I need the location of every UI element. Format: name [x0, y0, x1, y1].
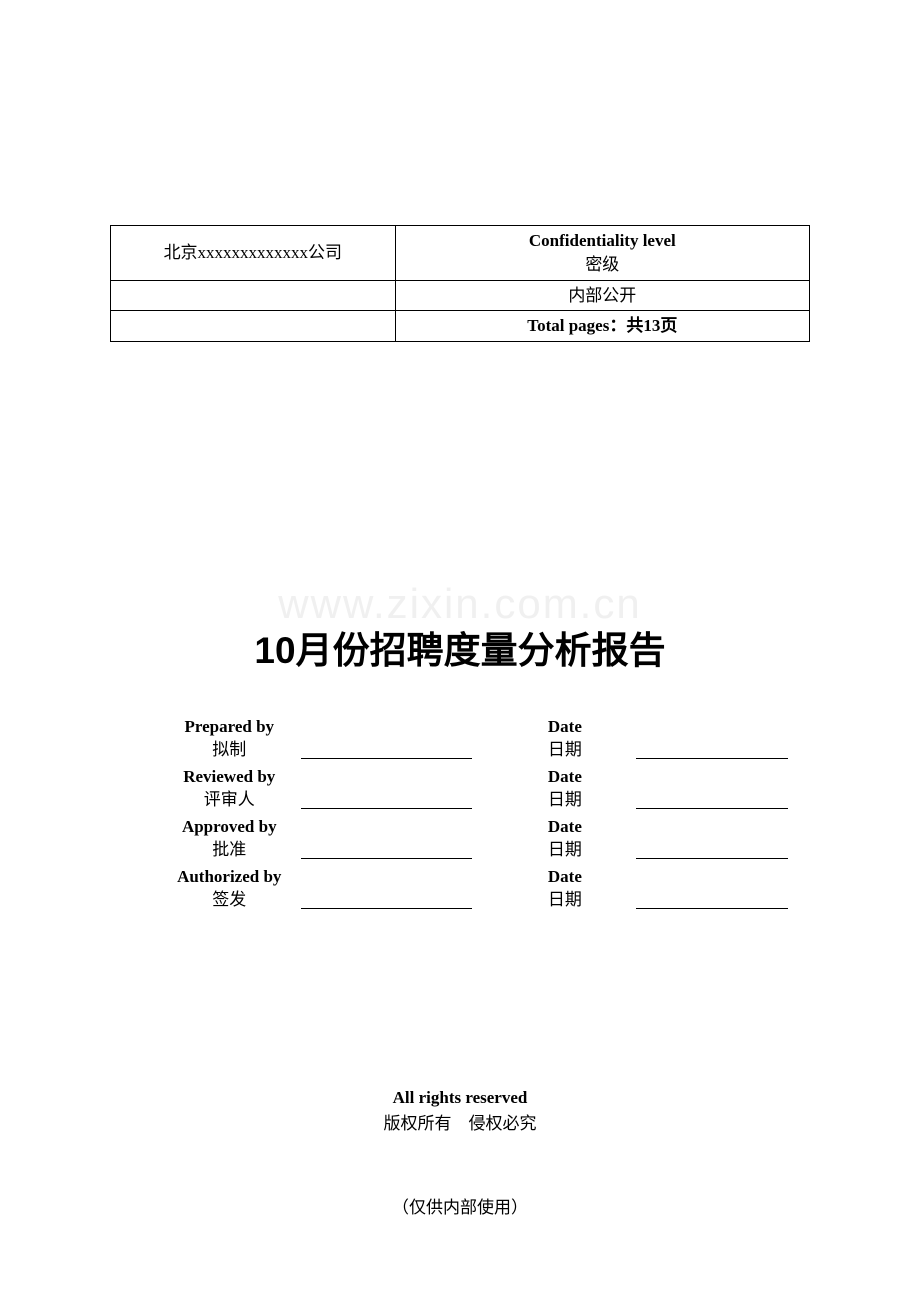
empty-cell-1 — [111, 280, 396, 311]
signoff-row: Reviewed by 评审人 Date 日期 — [158, 762, 788, 812]
date-line — [636, 758, 788, 759]
signature-line — [301, 908, 472, 909]
date-line — [636, 808, 788, 809]
prepared-by-label: Prepared by 拟制 — [158, 716, 301, 762]
signature-line — [301, 758, 472, 759]
document-title: 10月份招聘度量分析报告 — [0, 620, 920, 674]
signature-line — [301, 858, 472, 859]
rights-cn: 版权所有 侵权必究 — [384, 1114, 537, 1133]
authorized-by-label: Authorized by 签发 — [158, 866, 301, 912]
conf-label-cn: 密级 — [585, 255, 619, 274]
date-line — [636, 858, 788, 859]
approved-by-label: Approved by 批准 — [158, 816, 301, 862]
conf-label-en: Confidentiality level — [529, 231, 676, 250]
signature-line — [301, 808, 472, 809]
date-label: Date 日期 — [512, 866, 618, 912]
date-label: Date 日期 — [512, 816, 618, 862]
reviewed-by-label: Reviewed by 评审人 — [158, 766, 301, 812]
rights-en: All rights reserved — [393, 1088, 528, 1107]
conf-value-cell: 内部公开 — [395, 280, 809, 311]
signoff-row: Prepared by 拟制 Date 日期 — [158, 712, 788, 762]
footer-internal-use: （仅供内部使用） — [0, 1193, 920, 1218]
header-info-table: 北京xxxxxxxxxxxxx公司 Confidentiality level … — [110, 225, 810, 342]
footer-rights: All rights reserved 版权所有 侵权必究 — [0, 1085, 920, 1136]
company-cell: 北京xxxxxxxxxxxxx公司 — [111, 226, 396, 281]
date-label: Date 日期 — [512, 766, 618, 812]
date-line — [636, 908, 788, 909]
signoff-block: Prepared by 拟制 Date 日期 Reviewed by 评审人 D… — [158, 712, 788, 912]
signoff-row: Approved by 批准 Date 日期 — [158, 812, 788, 862]
empty-cell-2 — [111, 311, 396, 342]
signoff-row: Authorized by 签发 Date 日期 — [158, 862, 788, 912]
total-pages-cell: Total pages：共13页 — [395, 311, 809, 342]
date-label: Date 日期 — [512, 716, 618, 762]
confidentiality-label-cell: Confidentiality level 密级 — [395, 226, 809, 281]
